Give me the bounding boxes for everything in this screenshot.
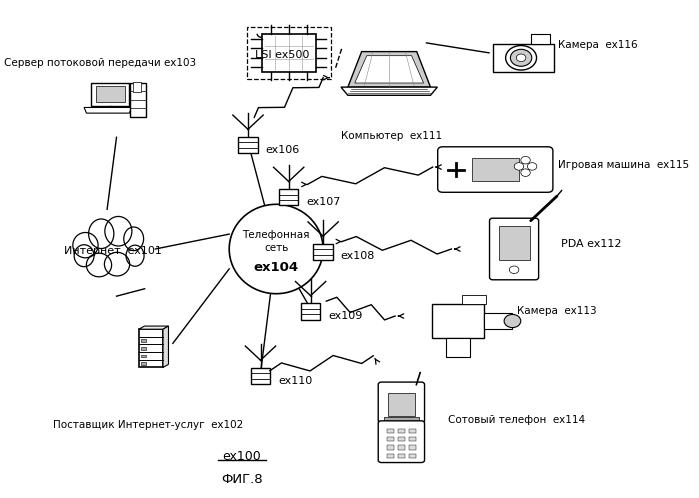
Text: Камера  ex113: Камера ex113: [517, 306, 597, 316]
Bar: [410, 445, 417, 450]
Text: Камера  ex116: Камера ex116: [558, 40, 637, 50]
Bar: [388, 392, 415, 416]
Ellipse shape: [87, 253, 112, 277]
Bar: [472, 158, 519, 181]
Bar: [493, 44, 554, 72]
Polygon shape: [163, 326, 168, 368]
Bar: [398, 445, 405, 450]
Bar: [398, 429, 405, 433]
Bar: [140, 339, 146, 342]
Circle shape: [510, 49, 532, 66]
Text: ex109: ex109: [328, 311, 363, 321]
FancyBboxPatch shape: [139, 329, 163, 368]
Bar: [96, 86, 124, 102]
Circle shape: [521, 169, 531, 176]
Bar: [398, 437, 405, 441]
Polygon shape: [84, 108, 131, 113]
Bar: [387, 437, 394, 441]
Polygon shape: [139, 326, 168, 329]
Bar: [410, 454, 417, 458]
Ellipse shape: [126, 245, 144, 266]
FancyBboxPatch shape: [489, 218, 539, 280]
Text: ex110: ex110: [278, 375, 312, 385]
Ellipse shape: [74, 245, 94, 267]
Text: Компьютер  ex111: Компьютер ex111: [341, 131, 442, 141]
Text: ex108: ex108: [340, 251, 375, 261]
Bar: [140, 355, 146, 358]
Bar: [484, 313, 512, 329]
Text: ex100: ex100: [222, 450, 261, 463]
Bar: [251, 368, 270, 384]
Bar: [463, 295, 487, 304]
FancyBboxPatch shape: [378, 421, 424, 463]
Ellipse shape: [124, 227, 143, 250]
Bar: [140, 362, 146, 365]
FancyBboxPatch shape: [438, 147, 553, 192]
Bar: [531, 34, 549, 44]
Text: LSI ex500: LSI ex500: [255, 50, 310, 60]
Bar: [398, 454, 405, 458]
Text: ex107: ex107: [306, 197, 340, 207]
Polygon shape: [348, 52, 431, 87]
Circle shape: [514, 163, 524, 170]
Bar: [140, 347, 146, 350]
Ellipse shape: [229, 204, 323, 294]
Bar: [313, 244, 333, 260]
Ellipse shape: [104, 252, 129, 276]
Text: ex106: ex106: [266, 145, 300, 155]
Circle shape: [505, 45, 537, 70]
Polygon shape: [341, 87, 438, 95]
Text: ex104: ex104: [254, 261, 298, 274]
Text: Сотовый телефон  ex114: Сотовый телефон ex114: [448, 415, 586, 425]
Bar: [387, 445, 394, 450]
Bar: [446, 338, 470, 357]
Bar: [92, 83, 129, 106]
Bar: [410, 429, 417, 433]
Text: ФИГ.8: ФИГ.8: [221, 474, 263, 487]
Ellipse shape: [89, 219, 114, 249]
Bar: [387, 454, 394, 458]
Bar: [261, 34, 316, 72]
Bar: [133, 82, 141, 92]
Circle shape: [521, 156, 531, 164]
Bar: [384, 417, 419, 423]
Bar: [301, 303, 320, 320]
Text: Интернет  ex101: Интернет ex101: [64, 247, 162, 256]
Bar: [131, 83, 146, 117]
Bar: [247, 26, 331, 79]
Bar: [279, 189, 298, 206]
Bar: [431, 304, 484, 338]
Polygon shape: [354, 56, 424, 83]
Text: PDA ex112: PDA ex112: [561, 239, 621, 249]
Text: Поставщик Интернет-услуг  ex102: Поставщик Интернет-услуг ex102: [52, 420, 243, 430]
Text: сеть: сеть: [264, 243, 289, 253]
Bar: [238, 137, 258, 153]
Bar: [498, 227, 530, 260]
Circle shape: [517, 54, 526, 62]
Bar: [410, 437, 417, 441]
Ellipse shape: [73, 233, 98, 258]
Circle shape: [527, 163, 537, 170]
Circle shape: [510, 266, 519, 273]
Text: Игровая машина  ex115: Игровая машина ex115: [558, 159, 689, 170]
Circle shape: [504, 314, 521, 328]
Ellipse shape: [105, 217, 132, 246]
FancyBboxPatch shape: [378, 382, 424, 423]
Bar: [387, 429, 394, 433]
Text: Телефонная: Телефонная: [243, 230, 310, 240]
Text: Сервер потоковой передачи ex103: Сервер потоковой передачи ex103: [3, 58, 196, 68]
